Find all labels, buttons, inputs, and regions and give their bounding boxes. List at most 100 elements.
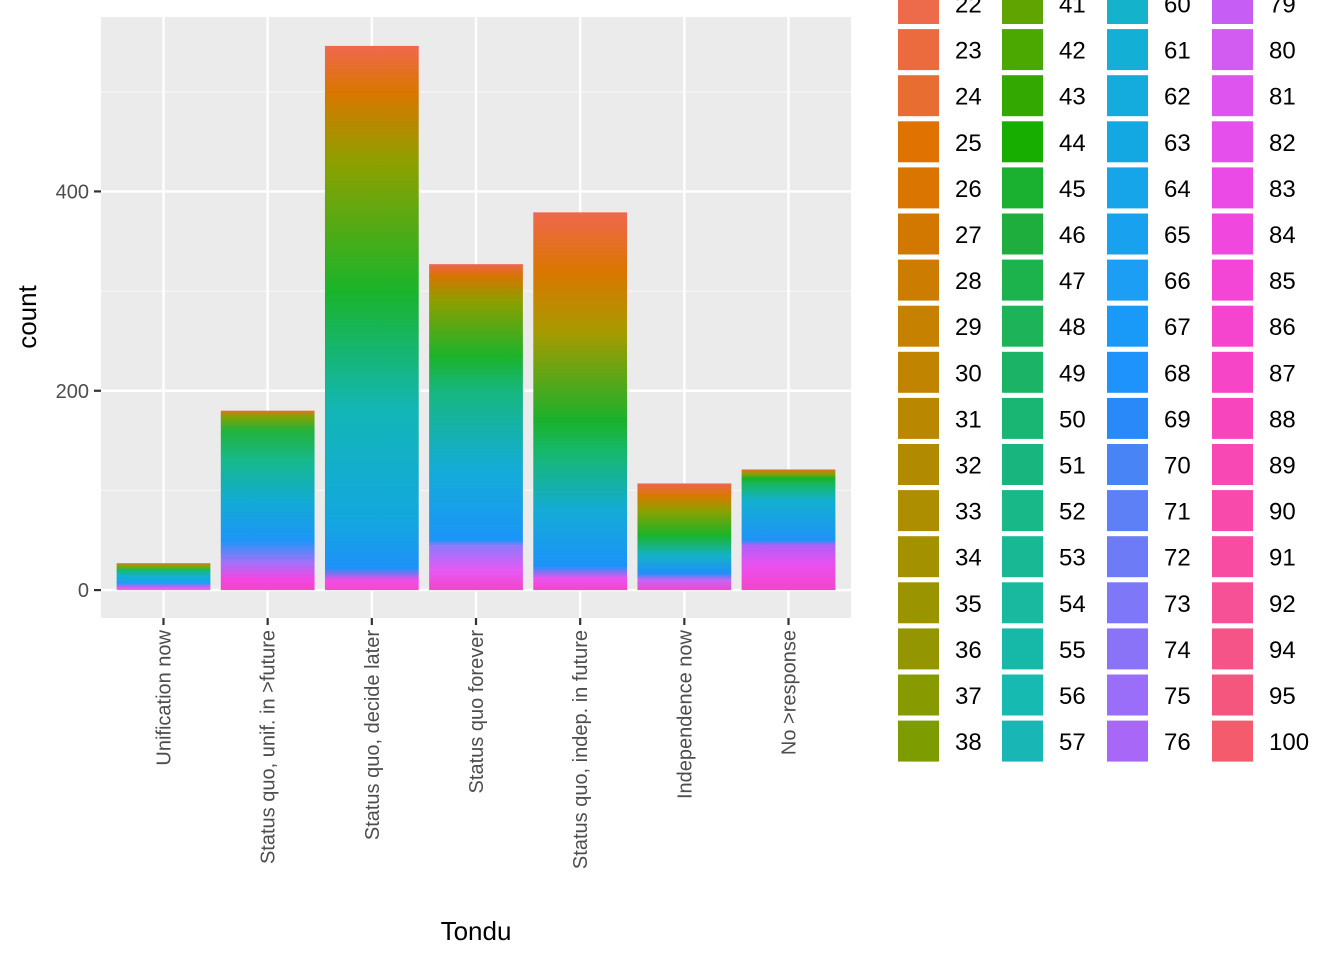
- legend-key: [1210, 580, 1255, 626]
- legend-key: [896, 580, 941, 626]
- legend-label: 51: [1059, 453, 1086, 480]
- legend-label: 36: [955, 637, 982, 664]
- legend-key: [1000, 73, 1045, 119]
- legend-label: 49: [1059, 360, 1086, 387]
- legend-label: 60: [1164, 0, 1191, 19]
- legend-key: [1105, 534, 1150, 580]
- x-tick-label: Status quo forever: [466, 630, 488, 794]
- bar: [324, 45, 419, 591]
- legend-key: [1210, 165, 1255, 211]
- legend-label: 65: [1164, 222, 1191, 249]
- legend-key: [1105, 672, 1150, 718]
- legend-label: 76: [1164, 729, 1191, 756]
- x-axis: Unification now Status quo, unif. in >fut…: [154, 618, 801, 869]
- x-tick-label: Status quo, decide later: [362, 630, 384, 840]
- legend-key: [1000, 211, 1045, 257]
- legend-label: 41: [1059, 0, 1086, 19]
- legend-label: 34: [955, 545, 982, 572]
- legend-label: 26: [955, 176, 982, 203]
- legend-label: 70: [1164, 453, 1191, 480]
- bar: [220, 410, 315, 591]
- legend-key: [1210, 303, 1255, 349]
- legend-label: 31: [955, 406, 982, 433]
- legend-key: [1000, 672, 1045, 718]
- legend-key: [896, 488, 941, 534]
- legend-label: 75: [1164, 683, 1191, 710]
- legend-key: [1210, 73, 1255, 119]
- legend-key: [1210, 27, 1255, 73]
- legend-label: 30: [955, 360, 982, 387]
- legend-label: 91: [1269, 545, 1296, 572]
- legend-key: [1105, 626, 1150, 672]
- legend-label: 71: [1164, 499, 1191, 526]
- legend-key: [1000, 626, 1045, 672]
- legend-key: [1105, 349, 1150, 395]
- bars: [116, 45, 836, 591]
- legend-label: 88: [1269, 406, 1296, 433]
- legend-label: 52: [1059, 499, 1086, 526]
- legend-key: [1105, 211, 1150, 257]
- x-tick-label: Independence now: [674, 629, 696, 799]
- legend-label: 61: [1164, 38, 1191, 65]
- legend-key: [896, 0, 941, 26]
- legend-key: [1105, 395, 1150, 441]
- legend-key: [896, 73, 941, 119]
- legend-label: 66: [1164, 268, 1191, 295]
- legend-label: 38: [955, 729, 982, 756]
- legend-key: [1000, 442, 1045, 487]
- legend-label: 67: [1164, 314, 1191, 341]
- legend-label: 73: [1164, 591, 1191, 618]
- legend-key: [1105, 0, 1150, 26]
- legend-key: [1105, 580, 1150, 626]
- legend-label: 95: [1269, 683, 1296, 710]
- legend-key: [1000, 718, 1045, 764]
- legend-key: [1210, 395, 1255, 441]
- legend-label: 23: [955, 38, 982, 65]
- bar: [116, 563, 211, 591]
- legend-label: 22: [955, 0, 982, 19]
- legend-label: 43: [1059, 84, 1086, 111]
- legend-label: 50: [1059, 406, 1086, 433]
- legend-key: [1210, 349, 1255, 395]
- legend-key: [1210, 0, 1255, 26]
- x-tick-label: Status quo, indep. in future: [570, 630, 592, 869]
- legend-label: 84: [1269, 222, 1296, 249]
- legend-label: 54: [1059, 591, 1086, 618]
- legend-key: [1000, 349, 1045, 395]
- legend-label: 87: [1269, 360, 1296, 387]
- bar: [637, 483, 732, 591]
- legend-key: [896, 27, 941, 73]
- legend-key: [1105, 442, 1150, 487]
- legend-label: 37: [955, 683, 982, 710]
- legend-key: [1000, 0, 1045, 26]
- legend-label: 33: [955, 499, 982, 526]
- legend-label: 63: [1164, 130, 1191, 157]
- legend-label: 86: [1269, 314, 1296, 341]
- legend-key: [896, 395, 941, 441]
- legend-label: 85: [1269, 268, 1296, 295]
- legend-key: [1000, 27, 1045, 73]
- legend-key: [1210, 626, 1255, 672]
- legend-label: 69: [1164, 406, 1191, 433]
- legend-label: 24: [955, 84, 982, 111]
- legend-key: [1105, 303, 1150, 349]
- legend-key: [1105, 718, 1150, 764]
- legend-label: 82: [1269, 130, 1296, 157]
- legend-label: 28: [955, 268, 982, 295]
- legend-label: 27: [955, 222, 982, 249]
- y-tick-label: 0: [78, 580, 89, 602]
- legend-key: [896, 442, 941, 487]
- legend-key: [1000, 580, 1045, 626]
- legend-key: [896, 349, 941, 395]
- y-tick-label: 200: [56, 381, 89, 403]
- legend-key: [896, 211, 941, 257]
- legend-label: 44: [1059, 130, 1086, 157]
- x-tick-label: Status quo, unif. in >future: [258, 630, 280, 864]
- legend-label: 100: [1269, 729, 1309, 756]
- legend-key: [896, 119, 941, 165]
- legend-key: [1000, 534, 1045, 580]
- legend-key: [1210, 672, 1255, 718]
- legend-label: 81: [1269, 84, 1296, 111]
- legend-key: [896, 165, 941, 211]
- legend-label: 46: [1059, 222, 1086, 249]
